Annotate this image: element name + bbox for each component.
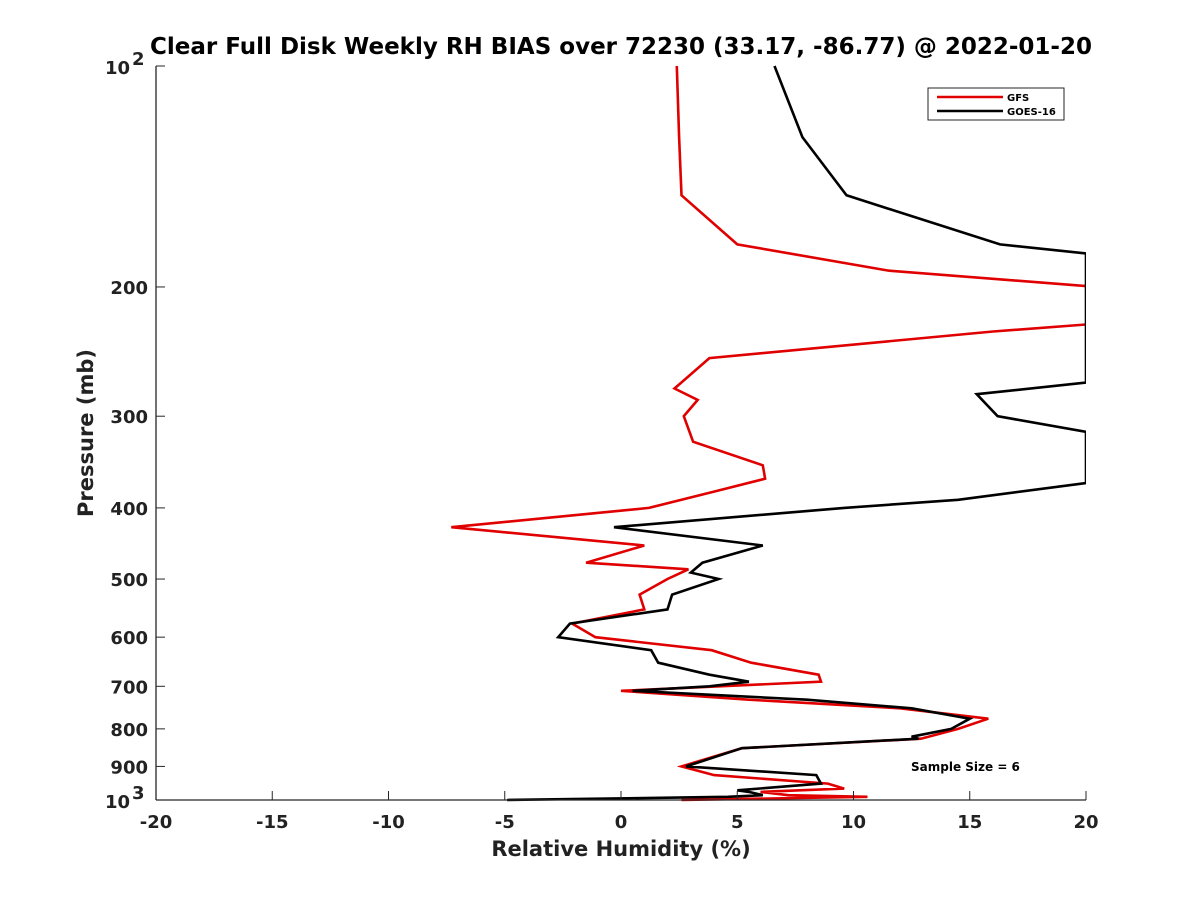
y-tick-label: 400 [110, 499, 148, 520]
x-tick-label: 15 [957, 812, 982, 833]
x-tick-label: -5 [495, 812, 515, 833]
plot-lines [451, 65, 1086, 802]
y-tick-label: 600 [110, 628, 148, 649]
x-tick-label: 5 [731, 812, 744, 833]
sample-size-annotation: Sample Size = 6 [911, 760, 1020, 774]
x-tick-label: 20 [1073, 812, 1098, 833]
series-line-goes-16 [507, 65, 1086, 802]
y-tick-label: 200 [110, 278, 148, 299]
legend-box [927, 87, 1065, 121]
y-axis-label: Pressure (mb) [74, 349, 98, 517]
y-tick-label: 10 [105, 58, 130, 79]
legend: GFS GOES-16 [927, 87, 1065, 121]
x-tick-label: 10 [841, 812, 866, 833]
y-tick-label: 10 [105, 792, 130, 813]
y-tick-label: 300 [110, 407, 148, 428]
legend-label-gfs: GFS [1007, 93, 1029, 104]
x-tick-label: -20 [140, 812, 173, 833]
y-tick-exponent: 3 [132, 783, 145, 804]
x-axis-label: Relative Humidity (%) [491, 837, 750, 861]
y-tick-label: 900 [110, 757, 148, 778]
legend-label-goes-16: GOES-16 [1007, 107, 1056, 118]
y-tick-exponent: 2 [132, 49, 145, 70]
chart-title: Clear Full Disk Weekly RH BIAS over 7223… [150, 34, 1092, 60]
x-tick-label: -10 [372, 812, 405, 833]
x-tick-label: -15 [256, 812, 289, 833]
y-tick-label: 500 [110, 570, 148, 591]
series-line-gfs [451, 65, 1086, 802]
x-ticks: -20 -15 -10 -5 0 5 10 15 20 [140, 791, 1099, 833]
y-tick-label: 800 [110, 720, 148, 741]
y-tick-label: 700 [110, 677, 148, 698]
x-tick-label: 0 [615, 812, 628, 833]
